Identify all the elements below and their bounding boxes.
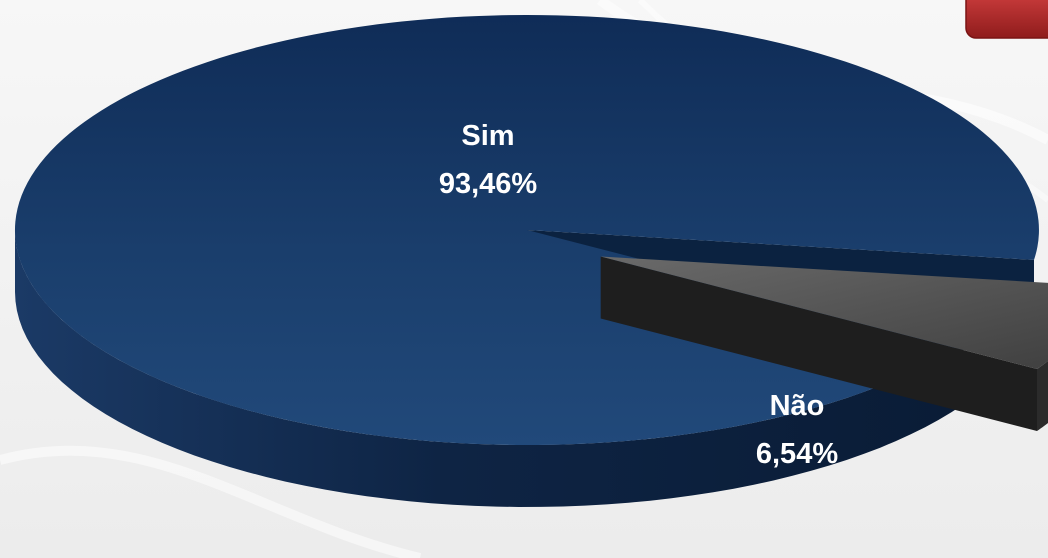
slice-nao-side bbox=[1037, 361, 1048, 431]
slice-sim-side bbox=[15, 230, 964, 507]
label-sim-value: 93,46% bbox=[439, 168, 538, 200]
slice-nao bbox=[600, 256, 1048, 369]
label-sim-name: Sim bbox=[461, 120, 514, 152]
corner-tab bbox=[965, 0, 1048, 39]
label-nao-value: 6,54% bbox=[756, 438, 838, 470]
slice-nao-cut-face bbox=[600, 256, 1037, 431]
label-nao-name: Não bbox=[770, 390, 825, 422]
